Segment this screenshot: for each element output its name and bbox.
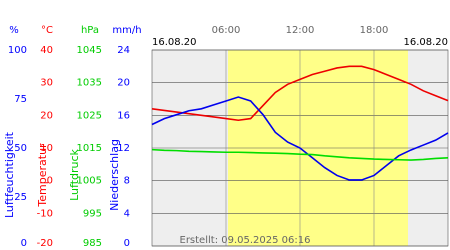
footer: Erstellt: 09.05.2025 06:16 (180, 235, 311, 246)
y-tick-label: 100 (8, 45, 27, 56)
y-tick-label: 20 (117, 78, 130, 89)
date-right: 16.08.20 (403, 37, 448, 48)
y-tick-label: 0 (47, 176, 53, 187)
y-tick-label: 1025 (77, 110, 102, 121)
y-tick-label: 12 (117, 143, 130, 154)
y-tick-label: 40 (40, 45, 53, 56)
x-tick-label: 18:00 (360, 25, 389, 36)
axis-unit: mm/h (112, 25, 141, 36)
y-tick-label: 25 (14, 192, 27, 203)
y-tick-label: 30 (40, 78, 53, 89)
axis-title: Temperatur (36, 143, 49, 208)
y-tick-label: 10 (40, 143, 53, 154)
y-tick-label: 985 (83, 238, 102, 249)
y-tick-label: 1035 (77, 78, 102, 89)
axis-unit: % (9, 25, 19, 36)
y-tick-label: 1005 (77, 176, 102, 187)
x-tick-label: 12:00 (286, 25, 315, 36)
y-tick-label: 16 (117, 110, 130, 121)
plot-border (151, 49, 449, 247)
series-line (151, 148, 449, 161)
y-tick-label: 20 (40, 110, 53, 121)
axis-unit: °C (41, 25, 53, 36)
y-tick-label: -20 (37, 238, 53, 249)
y-tick-label: 75 (14, 94, 27, 105)
y-tick-label: 8 (124, 176, 130, 187)
y-tick-label: 0 (21, 238, 27, 249)
series-line (151, 65, 449, 122)
y-tick-label: -10 (37, 208, 53, 219)
series-line (151, 96, 449, 181)
axis-unit: hPa (81, 25, 99, 36)
y-tick-label: 4 (124, 208, 130, 219)
axis-title: Niederschlag (108, 139, 121, 211)
y-tick-label: 50 (14, 143, 27, 154)
axis-title: Luftdruck (68, 148, 81, 200)
y-tick-label: 24 (117, 45, 130, 56)
y-tick-label: 995 (83, 208, 102, 219)
y-tick-label: 1045 (77, 45, 102, 56)
x-tick-label: 06:00 (212, 25, 241, 36)
axis-title: Luftfeuchtigkeit (3, 131, 16, 218)
date-left: 16.08.20 (152, 37, 197, 48)
y-tick-label: 1015 (77, 143, 102, 154)
y-tick-label: 0 (124, 238, 130, 249)
